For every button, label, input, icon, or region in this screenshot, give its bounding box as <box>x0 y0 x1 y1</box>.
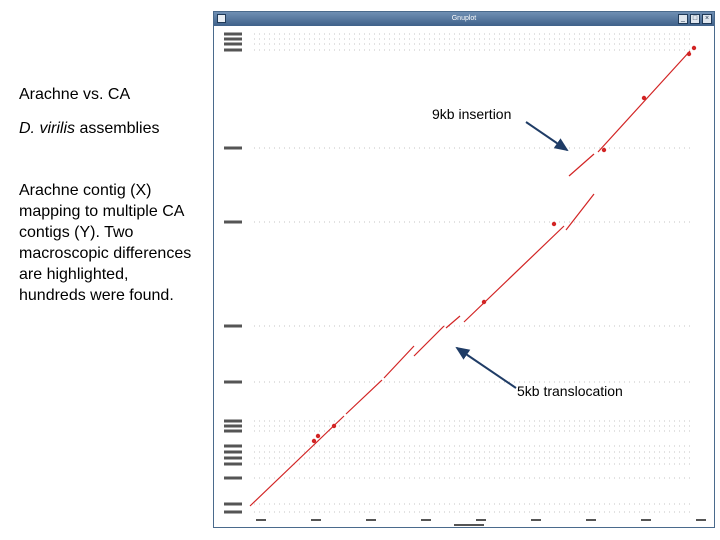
contig-tick-label <box>224 419 242 423</box>
alignment-segment <box>568 153 595 177</box>
maximize-button[interactable]: □ <box>690 14 700 24</box>
x-tick-label <box>421 519 431 521</box>
slide-description: Arachne contig (X) mapping to multiple C… <box>19 182 192 304</box>
slide-subtitle: D. virilis assemblies <box>19 118 159 139</box>
gnuplot-window: Gnuplot _ □ × <box>213 11 715 528</box>
contig-tick-label <box>224 502 242 506</box>
contig-tick-label <box>224 42 242 46</box>
maximize-icon: □ <box>692 15 698 22</box>
x-tick-label <box>256 519 266 521</box>
x-tick-label <box>641 519 651 521</box>
dot-plot-canvas <box>224 32 706 526</box>
alignment-dot <box>315 433 321 439</box>
alignment-segment <box>345 379 383 415</box>
contig-tick-label <box>224 429 242 433</box>
x-tick-label <box>366 519 376 521</box>
alignment-dot <box>641 95 647 101</box>
x-tick-label <box>586 519 596 521</box>
alignment-dot <box>691 45 697 51</box>
close-icon: × <box>704 15 710 22</box>
minimize-icon: _ <box>681 15 685 22</box>
contig-tick-label <box>224 462 242 466</box>
alignment-segment <box>413 325 445 357</box>
contig-tick-label <box>224 220 242 224</box>
alignment-dot <box>331 423 337 429</box>
alignment-dot <box>601 147 607 153</box>
alignment-dot <box>311 438 317 444</box>
contig-tick-label <box>224 32 242 36</box>
alignment-segment <box>383 345 415 379</box>
translocation-label: 5kb translocation <box>517 383 623 399</box>
contig-tick-label <box>224 324 242 328</box>
contig-tick-label <box>224 424 242 428</box>
alignment-dot <box>481 299 487 305</box>
alignment-segment <box>249 415 345 507</box>
x-tick-label <box>696 519 706 521</box>
contig-tick-label <box>224 450 242 454</box>
alignment-segment <box>597 50 691 153</box>
insertion-label: 9kb insertion <box>432 106 512 122</box>
x-axis-label <box>454 524 484 526</box>
close-button[interactable]: × <box>702 14 712 24</box>
x-tick-label <box>531 519 541 521</box>
contig-tick-label <box>224 37 242 41</box>
contig-tick-label <box>224 444 242 448</box>
x-tick-label <box>311 519 321 521</box>
alignment-segment <box>445 315 461 329</box>
subtitle-species: D. virilis <box>19 120 75 137</box>
contig-tick-label <box>224 48 242 52</box>
contig-tick-label <box>224 510 242 514</box>
minimize-button[interactable]: _ <box>678 14 688 24</box>
contig-tick-label <box>224 456 242 460</box>
slide-title: Arachne vs. CA <box>19 86 131 103</box>
window-menu-icon[interactable] <box>217 14 226 23</box>
window-titlebar[interactable]: Gnuplot _ □ × <box>214 12 714 26</box>
window-title: Gnuplot <box>451 15 477 22</box>
subtitle-rest: assemblies <box>75 120 160 137</box>
alignment-segment <box>463 225 565 323</box>
alignment-segment <box>565 193 595 231</box>
contig-tick-label <box>224 146 242 150</box>
dot-plot <box>214 26 714 527</box>
alignment-dot <box>686 51 692 57</box>
contig-tick-label <box>224 380 242 384</box>
contig-tick-label <box>224 476 242 480</box>
alignment-dot <box>551 221 557 227</box>
x-tick-label <box>476 519 486 521</box>
